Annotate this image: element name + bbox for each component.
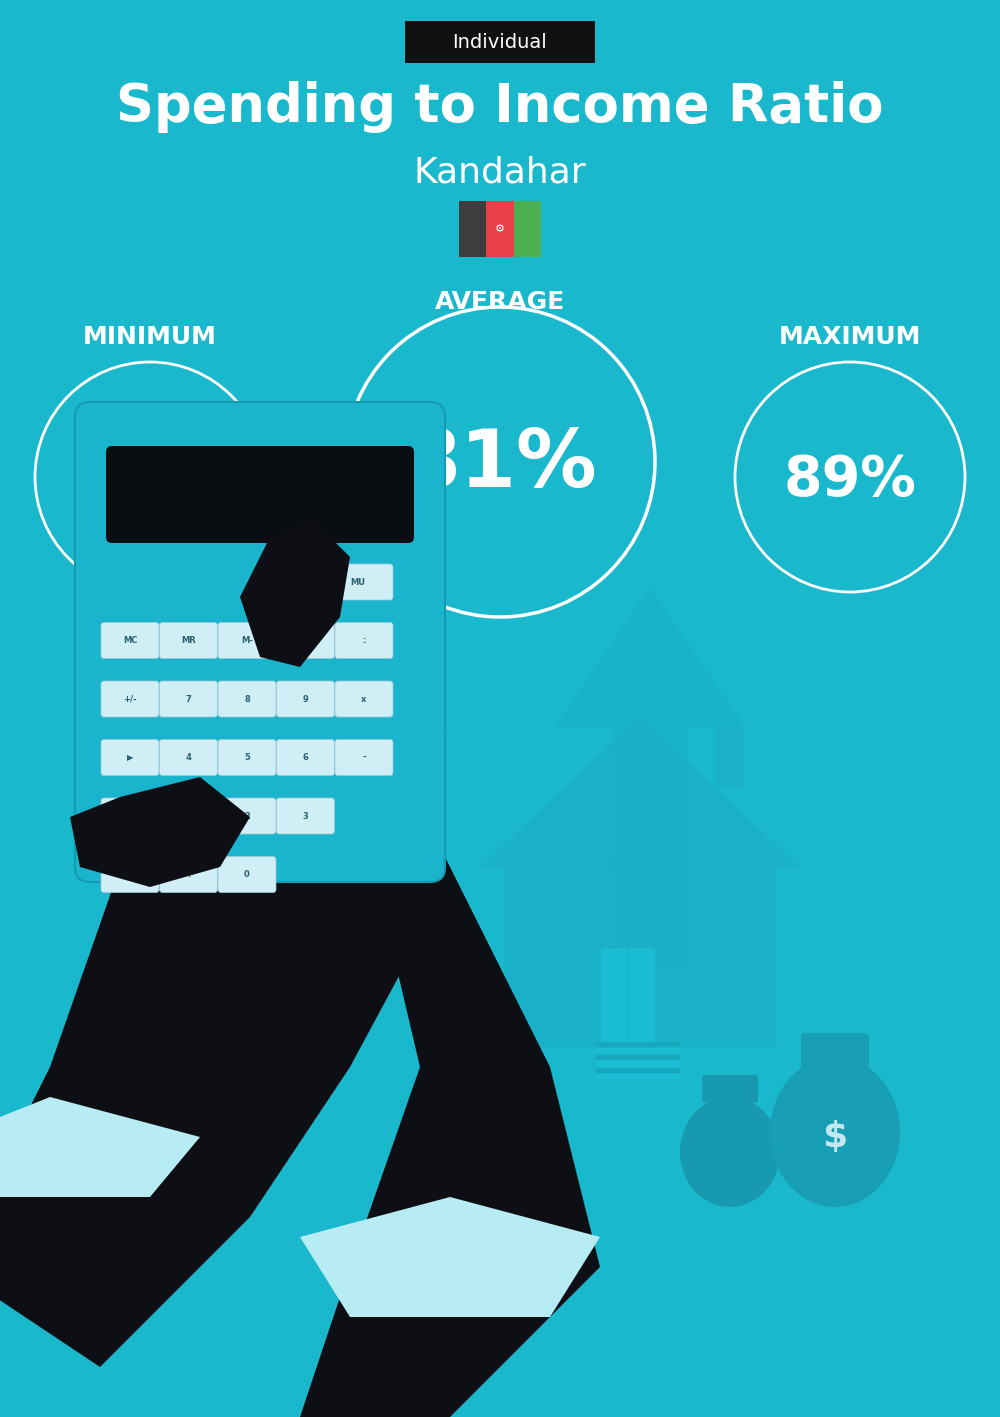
Text: 74%: 74% [84,453,216,507]
Text: MAXIMUM: MAXIMUM [779,324,921,349]
FancyBboxPatch shape [335,740,393,775]
FancyBboxPatch shape [101,740,159,775]
FancyBboxPatch shape [459,201,486,256]
Text: x: x [361,694,367,703]
Text: +/-: +/- [123,694,137,703]
FancyBboxPatch shape [75,402,445,881]
FancyBboxPatch shape [702,1076,758,1102]
FancyBboxPatch shape [715,723,743,786]
FancyBboxPatch shape [257,564,315,599]
FancyBboxPatch shape [595,1049,680,1053]
Text: Spending to Income Ratio: Spending to Income Ratio [116,81,884,133]
Text: ▶: ▶ [127,752,133,762]
FancyBboxPatch shape [101,798,159,835]
Text: MU: MU [350,578,365,587]
Text: 4: 4 [186,752,191,762]
Text: 1: 1 [186,812,191,820]
FancyBboxPatch shape [335,682,393,717]
FancyBboxPatch shape [101,856,159,893]
Polygon shape [70,777,250,887]
Text: 89%: 89% [784,453,916,507]
FancyBboxPatch shape [405,21,595,62]
Text: MR: MR [181,636,196,645]
FancyBboxPatch shape [160,798,217,835]
FancyBboxPatch shape [600,947,655,1047]
FancyBboxPatch shape [322,564,393,599]
Text: %: % [282,578,290,587]
FancyBboxPatch shape [595,1061,680,1066]
FancyBboxPatch shape [595,1067,680,1073]
Text: MC: MC [123,636,137,645]
Text: 5: 5 [244,752,250,762]
FancyBboxPatch shape [595,1041,680,1047]
FancyBboxPatch shape [276,798,334,835]
Text: 0: 0 [244,870,250,879]
Polygon shape [250,638,600,1417]
FancyBboxPatch shape [160,856,217,893]
Polygon shape [240,517,350,667]
Ellipse shape [770,1057,900,1207]
Text: -: - [362,752,366,762]
Text: .: . [187,870,190,879]
Text: $: $ [822,1119,848,1153]
Text: 9: 9 [303,694,308,703]
Text: 81%: 81% [404,427,596,504]
FancyBboxPatch shape [160,622,217,659]
FancyBboxPatch shape [218,740,276,775]
Text: 7: 7 [186,694,191,703]
Text: Individual: Individual [453,33,547,51]
Text: MINIMUM: MINIMUM [83,324,217,349]
Text: M+: M+ [298,636,313,645]
Text: 8: 8 [244,694,250,703]
FancyBboxPatch shape [276,682,334,717]
FancyBboxPatch shape [486,201,514,256]
Polygon shape [555,587,745,727]
FancyBboxPatch shape [276,740,334,775]
Text: 2: 2 [244,812,250,820]
Text: M-: M- [241,636,253,645]
Polygon shape [0,1097,200,1197]
FancyBboxPatch shape [218,622,276,659]
Text: Kandahar: Kandahar [414,154,586,188]
FancyBboxPatch shape [101,622,159,659]
FancyBboxPatch shape [160,740,217,775]
Text: AVERAGE: AVERAGE [435,290,565,315]
Text: :: : [362,636,366,645]
Polygon shape [300,1197,600,1316]
Text: ⚙: ⚙ [495,224,505,234]
FancyBboxPatch shape [335,622,393,659]
Ellipse shape [680,1097,780,1207]
FancyBboxPatch shape [218,682,276,717]
Text: 6: 6 [303,752,308,762]
FancyBboxPatch shape [595,1074,680,1078]
FancyBboxPatch shape [612,727,688,966]
Polygon shape [480,717,800,867]
FancyBboxPatch shape [514,201,541,256]
FancyBboxPatch shape [352,737,408,897]
FancyBboxPatch shape [505,862,775,1047]
FancyBboxPatch shape [160,682,217,717]
Text: C/A: C/A [122,812,138,820]
FancyBboxPatch shape [106,446,414,543]
Text: 00: 00 [124,870,136,879]
FancyBboxPatch shape [595,1054,680,1060]
FancyBboxPatch shape [218,856,276,893]
Polygon shape [310,626,450,737]
Text: 3: 3 [303,812,308,820]
FancyBboxPatch shape [801,1033,869,1068]
FancyBboxPatch shape [101,682,159,717]
Polygon shape [0,867,420,1367]
FancyBboxPatch shape [218,798,276,835]
FancyBboxPatch shape [276,622,334,659]
